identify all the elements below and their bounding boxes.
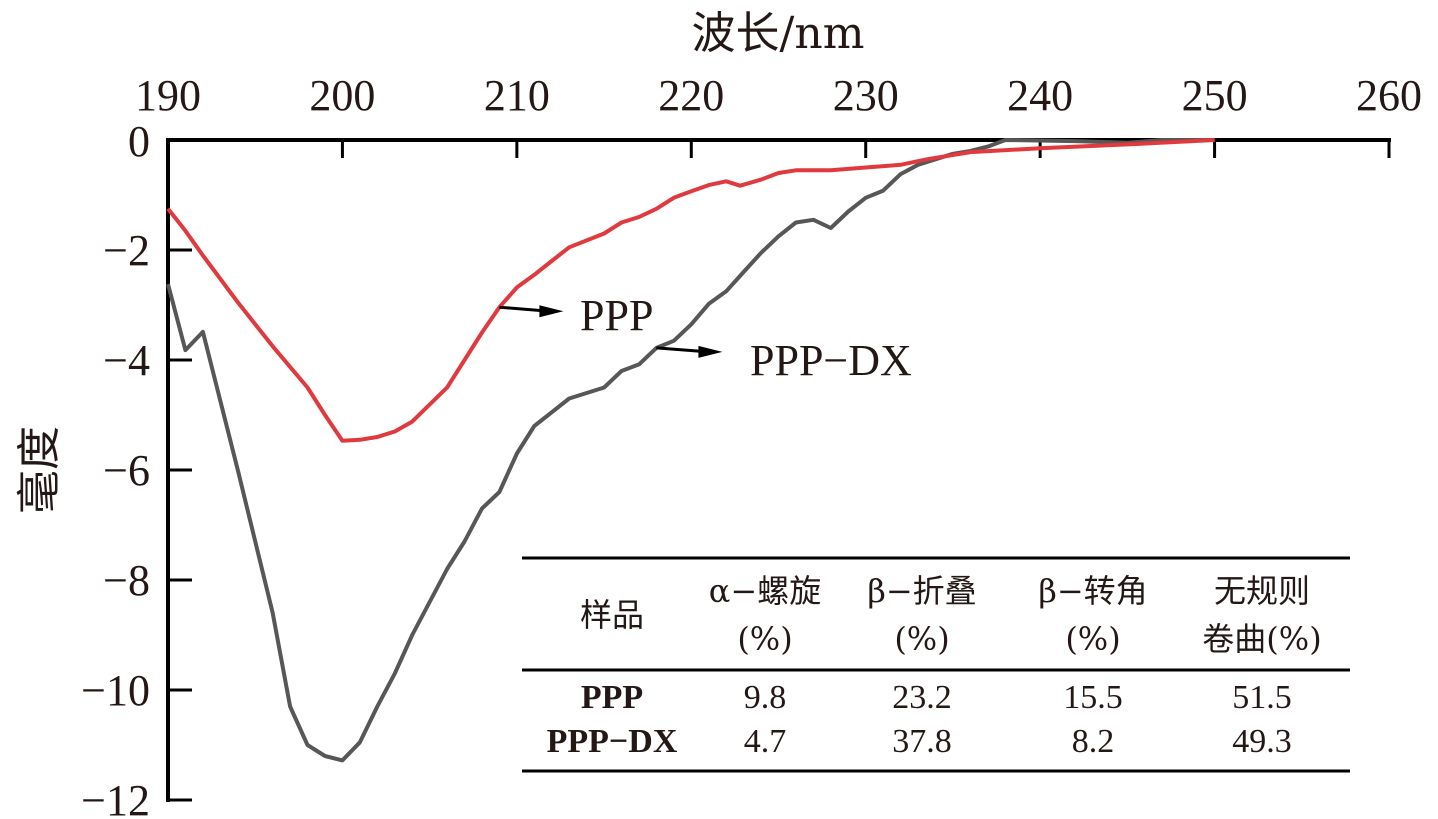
- table-cell-beta-turn: 8.2: [1072, 723, 1115, 760]
- y-axis-title-text: 毫度: [14, 426, 65, 514]
- series-layer: [166, 138, 1215, 763]
- x-tick-label: 200: [309, 71, 375, 120]
- table-header-alpha-helix: α−螺旋: [709, 572, 821, 610]
- table-cell-beta-sheet: 37.8: [892, 723, 952, 760]
- annotation-ppp: PPP: [499, 291, 653, 340]
- table-row: PPP 9.8 23.2 15.5 51.5: [581, 679, 1292, 716]
- table-cell-random-coil: 49.3: [1232, 723, 1292, 760]
- arrow-ppp-head: [539, 305, 564, 318]
- x-axis-ticks: 190 200 210 220 230 240 250 260: [135, 71, 1422, 158]
- y-tick-label: −10: [81, 666, 150, 715]
- x-tick-label: 190: [135, 71, 201, 120]
- table-header-alpha-helix-unit: (%): [737, 620, 792, 658]
- table-header-beta-sheet-unit: (%): [894, 620, 949, 658]
- table-cell-sample: PPP−DX: [547, 723, 678, 760]
- table-header-random-coil-unit: 卷曲(%): [1202, 620, 1321, 658]
- y-tick-label: 0: [128, 117, 150, 166]
- x-axis-title: 波长/nm: [692, 8, 865, 59]
- table-cell-alpha-helix: 9.8: [744, 679, 787, 716]
- y-tick-label: −12: [81, 776, 150, 819]
- arrow-ppp-dx-head: [698, 345, 723, 358]
- table-header-beta-turn: β−转角: [1038, 572, 1147, 610]
- table-cell-beta-sheet: 23.2: [892, 679, 952, 716]
- series-line-ppp: [166, 138, 1215, 443]
- y-tick-label: −6: [103, 446, 150, 495]
- annotation-ppp-dx: PPP−DX: [656, 336, 912, 385]
- table-header-beta-turn-unit: (%): [1065, 620, 1120, 658]
- series-line-ppp-dx: [166, 138, 1215, 763]
- x-tick-label: 240: [1007, 71, 1073, 120]
- y-tick-label: −4: [103, 336, 150, 385]
- table-header-sample: 样品: [580, 596, 644, 634]
- y-axis-title: 毫度: [14, 426, 65, 514]
- x-tick-label: 220: [658, 71, 724, 120]
- secondary-structure-table: 样品 α−螺旋 (%) β−折叠 (%) β−转角 (%) 无规则 卷曲(%) …: [522, 556, 1350, 773]
- x-tick-label: 260: [1356, 71, 1422, 120]
- table-header-random-coil: 无规则: [1214, 572, 1310, 610]
- table-cell-sample: PPP: [581, 679, 643, 716]
- y-tick-label: −8: [103, 556, 150, 605]
- table-row: PPP−DX 4.7 37.8 8.2 49.3: [547, 723, 1292, 760]
- table-cell-alpha-helix: 4.7: [744, 723, 787, 760]
- annotation-ppp-label: PPP: [580, 291, 653, 340]
- x-tick-label: 230: [833, 71, 899, 120]
- table-cell-random-coil: 51.5: [1232, 679, 1292, 716]
- y-axis-ticks: 0 −2 −4 −6 −8 −10 −12: [81, 117, 192, 819]
- y-tick-label: −2: [103, 226, 150, 275]
- annotation-ppp-dx-label: PPP−DX: [750, 336, 912, 385]
- table-header-beta-sheet: β−折叠: [867, 572, 976, 610]
- x-tick-label: 250: [1182, 71, 1248, 120]
- table-cell-beta-turn: 15.5: [1063, 679, 1123, 716]
- x-tick-label: 210: [484, 71, 550, 120]
